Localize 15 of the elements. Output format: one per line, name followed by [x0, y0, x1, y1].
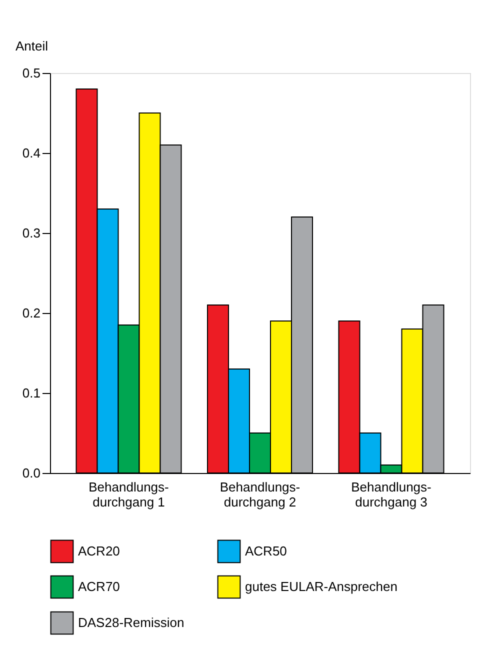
- x-tick-label: Behandlungs- durchgang 1: [88, 480, 169, 510]
- x-tick-label: Behandlungs- durchgang 3: [351, 480, 432, 510]
- legend-label: ACR20: [78, 543, 120, 558]
- y-tick-label: 0.5: [22, 66, 40, 80]
- y-tick-label: 0.4: [22, 146, 40, 160]
- legend-label: ACR50: [245, 543, 287, 558]
- legend-label: ACR70: [78, 579, 120, 594]
- x-tick-label: Behandlungs- durchgang 2: [220, 480, 300, 510]
- y-tick-label: 0.2: [22, 306, 40, 320]
- y-axis-title: Anteil: [16, 38, 48, 54]
- legend-label: DAS28-Remission: [78, 615, 184, 630]
- y-tick-label: 0.1: [22, 386, 40, 400]
- y-tick-label: 0.3: [22, 226, 40, 240]
- legend-label: gutes EULAR-Ansprechen: [245, 579, 398, 594]
- y-tick-label: 0.0: [22, 466, 40, 480]
